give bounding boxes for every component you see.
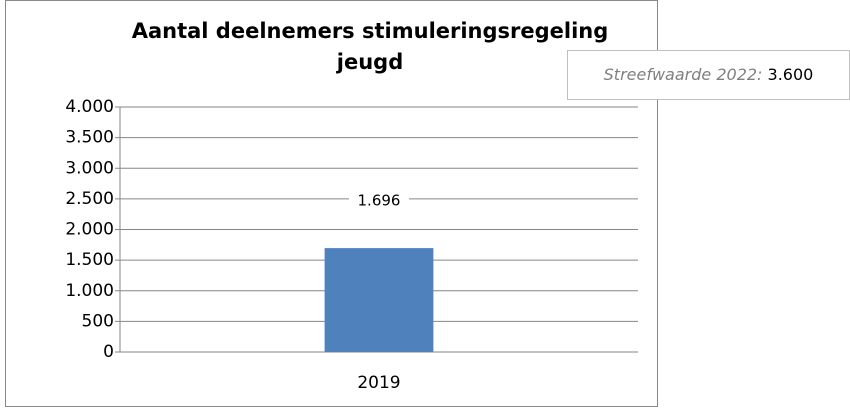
data-label: 1.696: [358, 192, 401, 210]
y-tick-label: 2.000: [65, 220, 114, 240]
x-tick-label: 2019: [357, 373, 400, 393]
annotation: Streefwaarde 2022: 3.600: [567, 50, 850, 100]
y-tick-label: 500: [82, 311, 114, 331]
annotation-value: 3.600: [767, 65, 814, 84]
annotation-label: Streefwaarde 2022:: [603, 65, 763, 84]
y-tick-label: 2.500: [65, 189, 114, 209]
data-label-bg: [349, 188, 409, 213]
y-tick-label: 1.000: [65, 281, 114, 301]
bar: [324, 248, 434, 352]
y-tick-label: 0: [103, 342, 114, 362]
y-tick-label: 4.000: [65, 97, 114, 117]
chart-title: Aantal deelnemers stimuleringsregeling j…: [131, 19, 609, 74]
y-tick-label: 3.500: [65, 128, 114, 148]
y-tick-label: 3.000: [65, 158, 114, 178]
y-tick-label: 1.500: [65, 250, 114, 270]
